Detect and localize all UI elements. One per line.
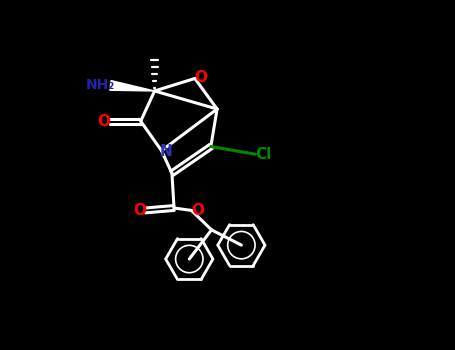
Polygon shape bbox=[110, 80, 155, 91]
Text: N: N bbox=[159, 144, 172, 159]
Text: O: O bbox=[194, 70, 207, 85]
Text: NH₂: NH₂ bbox=[86, 78, 116, 92]
Text: O: O bbox=[133, 203, 146, 218]
Text: O: O bbox=[97, 114, 111, 129]
Text: Cl: Cl bbox=[255, 147, 271, 162]
Text: O: O bbox=[191, 203, 204, 218]
